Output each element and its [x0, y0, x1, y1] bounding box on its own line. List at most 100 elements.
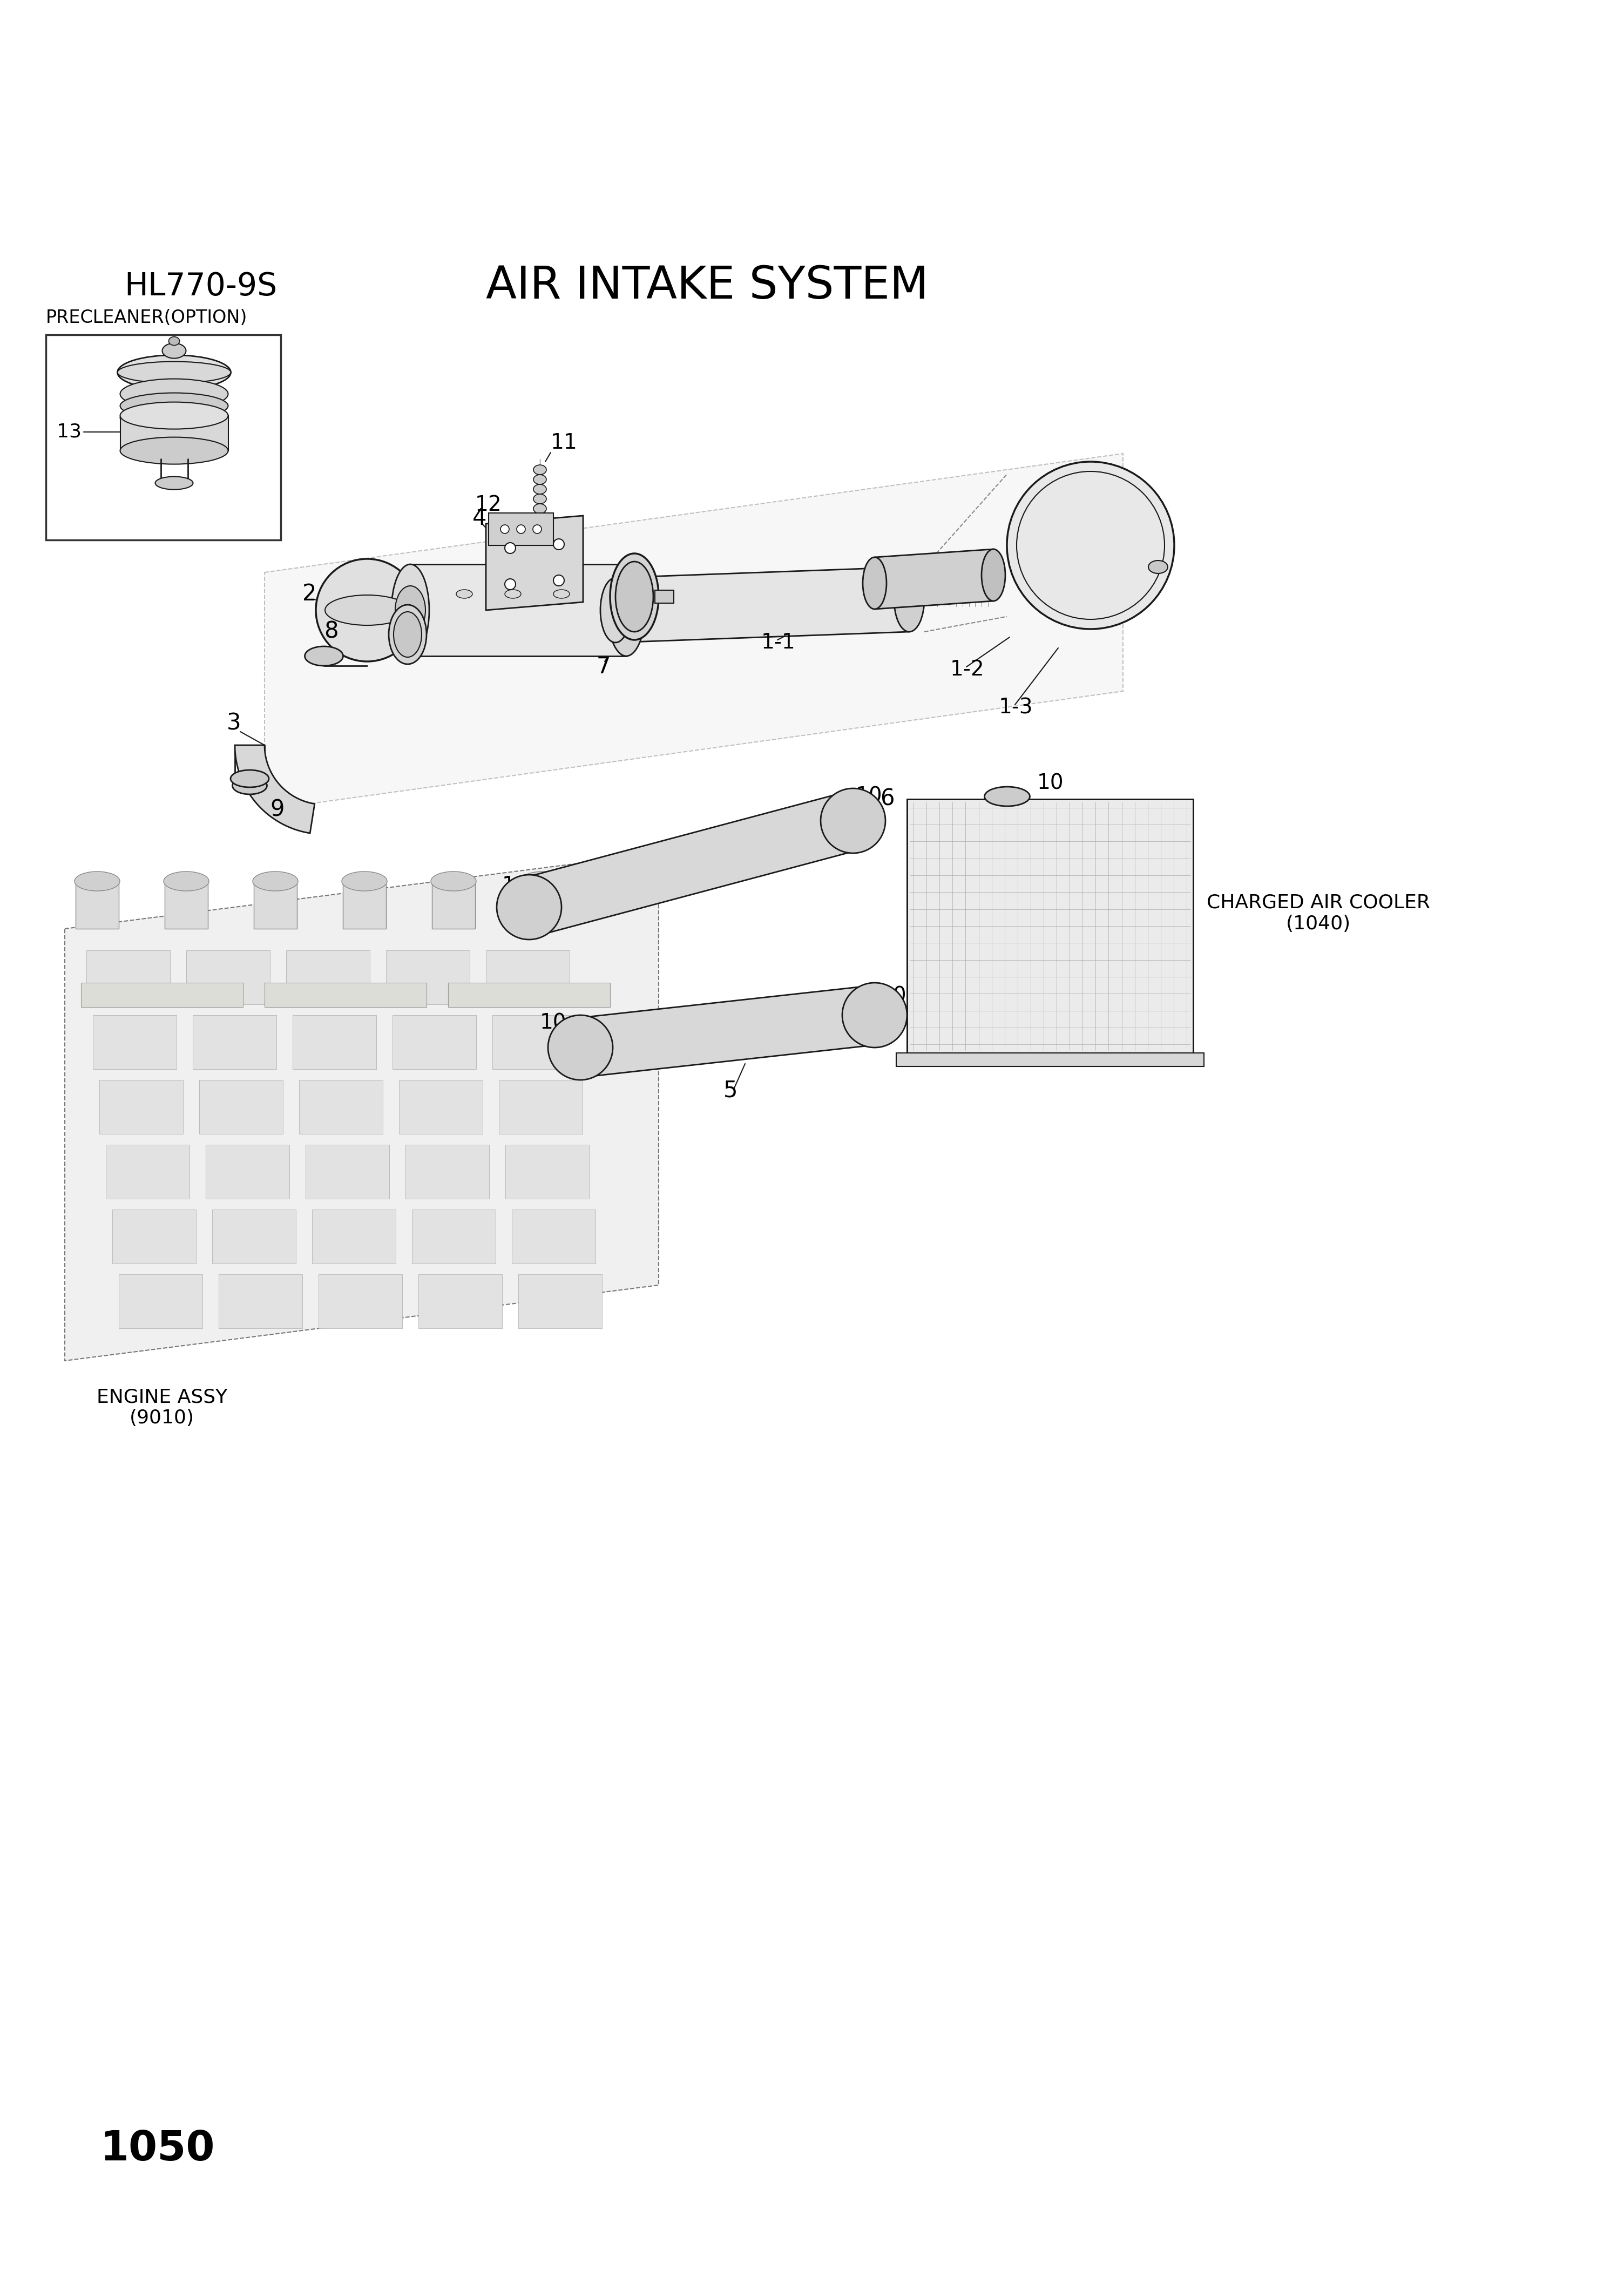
- Ellipse shape: [533, 504, 546, 513]
- Ellipse shape: [231, 769, 270, 788]
- Text: 4: 4: [473, 506, 487, 529]
- Text: 10: 10: [1036, 772, 1064, 792]
- Ellipse shape: [516, 524, 525, 534]
- Text: 13: 13: [57, 424, 81, 442]
- Text: 1050: 1050: [101, 2130, 214, 2169]
- Bar: [896, 1053, 1203, 1067]
- Ellipse shape: [117, 355, 231, 389]
- Polygon shape: [393, 1014, 476, 1069]
- Polygon shape: [875, 550, 994, 609]
- Polygon shape: [400, 1081, 482, 1134]
- Bar: [489, 513, 554, 545]
- Text: 1-3: 1-3: [999, 696, 1033, 717]
- Bar: [265, 982, 427, 1008]
- Polygon shape: [521, 792, 861, 937]
- Text: 2: 2: [302, 582, 317, 605]
- Text: CHARGED AIR COOLER
(1040): CHARGED AIR COOLER (1040): [1207, 893, 1431, 932]
- Ellipse shape: [533, 485, 546, 495]
- Bar: [448, 982, 611, 1008]
- Polygon shape: [193, 1014, 276, 1069]
- Text: HL770-9S: HL770-9S: [123, 270, 278, 302]
- Polygon shape: [235, 744, 315, 834]
- Ellipse shape: [981, 550, 1005, 600]
- Text: 10: 10: [539, 1012, 567, 1033]
- Polygon shape: [106, 1145, 190, 1198]
- Polygon shape: [305, 1145, 390, 1198]
- Ellipse shape: [505, 543, 515, 554]
- Polygon shape: [86, 950, 171, 1005]
- Polygon shape: [505, 1145, 590, 1198]
- Text: 11: 11: [551, 433, 578, 453]
- Polygon shape: [577, 985, 879, 1076]
- Text: 1: 1: [908, 556, 921, 579]
- Bar: [164, 884, 208, 930]
- Ellipse shape: [611, 554, 659, 639]
- Ellipse shape: [554, 589, 570, 598]
- Polygon shape: [411, 563, 627, 655]
- Ellipse shape: [615, 561, 653, 632]
- Ellipse shape: [120, 394, 227, 419]
- Text: 7: 7: [596, 655, 611, 678]
- Polygon shape: [65, 854, 659, 1360]
- Ellipse shape: [843, 982, 908, 1047]
- Text: ENGINE ASSY
(9010): ENGINE ASSY (9010): [96, 1388, 227, 1427]
- Polygon shape: [187, 950, 270, 1005]
- Ellipse shape: [393, 611, 422, 657]
- Ellipse shape: [156, 476, 193, 490]
- Ellipse shape: [305, 646, 343, 666]
- Ellipse shape: [164, 872, 209, 891]
- Polygon shape: [518, 1273, 603, 1328]
- Text: 5: 5: [723, 1079, 737, 1101]
- Text: 10: 10: [502, 875, 529, 895]
- Polygon shape: [318, 1273, 403, 1328]
- Ellipse shape: [456, 589, 473, 598]
- Ellipse shape: [533, 524, 541, 534]
- Polygon shape: [206, 1145, 289, 1198]
- Ellipse shape: [430, 872, 476, 891]
- Ellipse shape: [505, 589, 521, 598]
- Ellipse shape: [169, 337, 180, 346]
- Polygon shape: [119, 1273, 203, 1328]
- Ellipse shape: [391, 563, 429, 655]
- Text: 10: 10: [880, 987, 906, 1008]
- Ellipse shape: [1148, 561, 1168, 572]
- Ellipse shape: [862, 556, 887, 609]
- Polygon shape: [219, 1273, 302, 1328]
- Ellipse shape: [253, 872, 299, 891]
- Ellipse shape: [533, 513, 546, 522]
- Ellipse shape: [533, 465, 546, 474]
- Ellipse shape: [325, 595, 409, 625]
- Ellipse shape: [500, 524, 508, 534]
- Ellipse shape: [895, 568, 924, 632]
- Ellipse shape: [341, 872, 387, 891]
- Bar: [253, 884, 297, 930]
- Ellipse shape: [505, 579, 515, 589]
- Ellipse shape: [547, 1014, 612, 1081]
- Polygon shape: [419, 1273, 502, 1328]
- Polygon shape: [265, 453, 1122, 811]
- Ellipse shape: [533, 495, 546, 504]
- Ellipse shape: [120, 408, 227, 428]
- Polygon shape: [492, 1014, 577, 1069]
- Bar: [432, 884, 476, 930]
- Ellipse shape: [75, 872, 120, 891]
- Polygon shape: [412, 1209, 495, 1264]
- Ellipse shape: [315, 559, 419, 662]
- Polygon shape: [499, 1081, 583, 1134]
- Ellipse shape: [1007, 463, 1174, 630]
- Polygon shape: [99, 1081, 184, 1134]
- Ellipse shape: [162, 344, 187, 357]
- Polygon shape: [213, 1209, 296, 1264]
- Ellipse shape: [120, 437, 227, 465]
- Ellipse shape: [232, 776, 266, 795]
- Bar: [908, 799, 1194, 1053]
- Ellipse shape: [820, 788, 885, 854]
- Ellipse shape: [117, 362, 231, 382]
- Bar: [76, 884, 119, 930]
- Polygon shape: [486, 515, 583, 609]
- Polygon shape: [387, 950, 469, 1005]
- Polygon shape: [299, 1081, 383, 1134]
- Ellipse shape: [533, 474, 546, 485]
- Polygon shape: [93, 1014, 177, 1069]
- Text: 6: 6: [880, 788, 895, 811]
